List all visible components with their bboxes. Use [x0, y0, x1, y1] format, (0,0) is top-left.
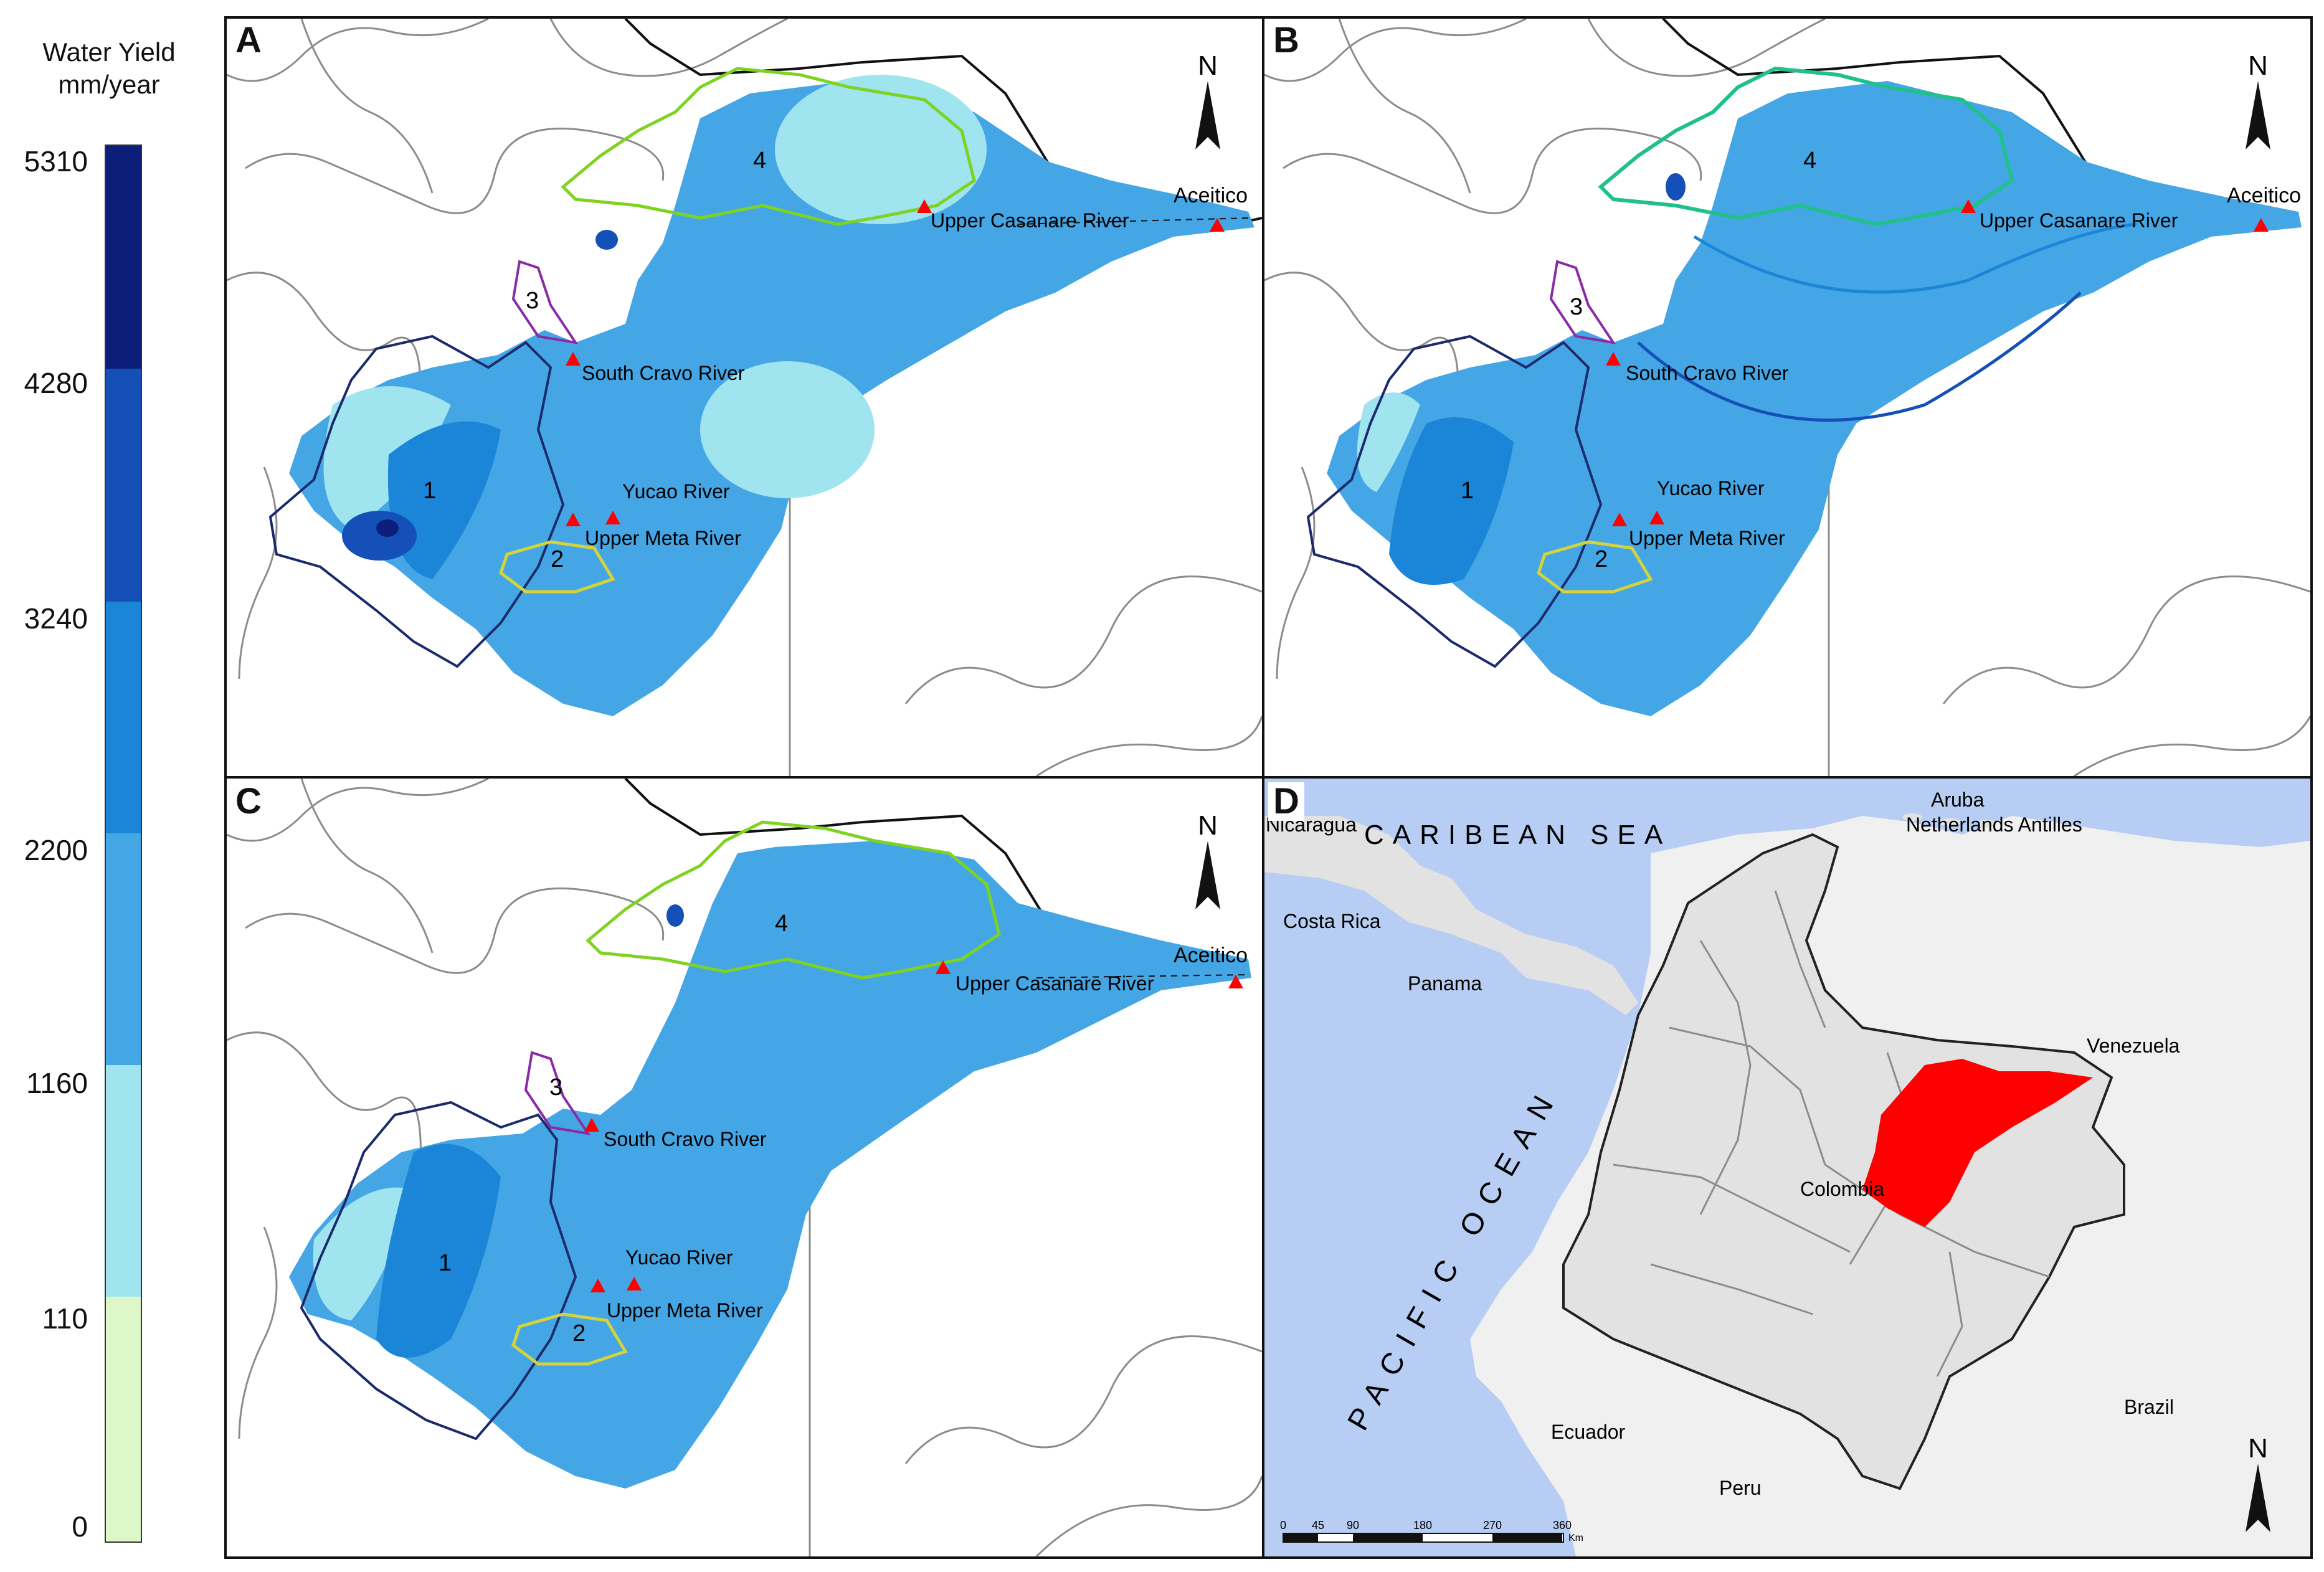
scale-tick-label: 360: [1553, 1519, 1572, 1532]
station-label-aceitico: Aceitico: [1174, 944, 1248, 967]
scale-tick-label: 270: [1483, 1519, 1502, 1532]
country-label-aruba: Aruba: [1931, 788, 1985, 811]
panel-letter-a: A: [230, 21, 267, 60]
scale-tick-label: 0: [1280, 1519, 1286, 1532]
basin-label-2: 2: [551, 546, 564, 572]
station-label-yucao: Yucao River: [1657, 477, 1765, 500]
legend-tick-label: 4280: [24, 367, 88, 399]
station-label-upper-meta: Upper Meta River: [585, 527, 741, 549]
basin-label-4: 4: [775, 911, 788, 937]
panel-letter-d: D: [1268, 782, 1304, 821]
map-panel-a: N Aceitico Upper Casanare River South Cr…: [227, 19, 1262, 776]
basin-label-1: 1: [439, 1250, 452, 1276]
sea-label-caribbean: CARIBEAN SEA: [1364, 820, 1671, 850]
station-label-south-cravo: South Cravo River: [1626, 362, 1789, 384]
panel-letter-b: B: [1268, 21, 1304, 60]
color-bar-segment: [106, 833, 141, 1065]
country-label-ecuador: Ecuador: [1551, 1421, 1626, 1443]
map-panel-b: N Aceitico Upper Casanare River South Cr…: [1264, 19, 2310, 776]
north-label: N: [2248, 1433, 2268, 1464]
basin-label-4: 4: [753, 148, 766, 174]
station-label-upper-meta: Upper Meta River: [607, 1299, 763, 1322]
station-label-south-cravo: South Cravo River: [582, 362, 745, 384]
basin-label-2: 2: [572, 1320, 586, 1347]
legend-tick-label: 5310: [24, 145, 88, 178]
basin-label-1: 1: [423, 478, 436, 504]
legend-tick-label: 110: [42, 1302, 88, 1335]
basin-label-3: 3: [549, 1074, 562, 1101]
color-bar-segment: [106, 602, 141, 833]
legend-title-line2: mm/year: [58, 70, 160, 99]
legend-tick-label: 2200: [24, 834, 88, 866]
scale-tick-label: 45: [1312, 1519, 1324, 1532]
north-label: N: [1198, 810, 1218, 841]
color-bar-segment: [106, 1297, 141, 1541]
basin-label-4: 4: [1803, 148, 1816, 174]
country-label-peru: Peru: [1719, 1477, 1762, 1499]
station-label-yucao: Yucao River: [622, 480, 730, 503]
panel-divider-vertical: [1262, 16, 1264, 1559]
station-label-upper-meta: Upper Meta River: [1629, 527, 1785, 549]
scale-unit-label: Km: [1568, 1533, 1583, 1543]
legend-title: Water Yield mm/year: [6, 36, 212, 101]
station-label-yucao: Yucao River: [625, 1246, 733, 1269]
country-label-venezuela: Venezuela: [2087, 1035, 2180, 1057]
legend-tick-label: 3240: [24, 602, 88, 635]
color-bar-segment: [106, 369, 141, 602]
scale-bar: 0 45 90 180 270 360 Km: [1280, 1519, 1583, 1543]
legend-tick-label: 0: [72, 1510, 88, 1543]
north-label: N: [1198, 50, 1218, 81]
station-label-upper-casanare: Upper Casanare River: [931, 209, 1129, 232]
panel-letter-c: C: [230, 782, 267, 821]
country-label-costa-rica: Costa Rica: [1283, 910, 1381, 932]
country-label-netherlands-antilles: Netherlands Antilles: [1906, 813, 2082, 836]
color-bar: [105, 144, 142, 1543]
country-label-panama: Panama: [1408, 972, 1482, 995]
station-label-aceitico: Aceitico: [1174, 184, 1248, 207]
legend-title-line1: Water Yield: [42, 37, 176, 67]
station-label-upper-casanare: Upper Casanare River: [956, 972, 1154, 995]
map-panel-d: CARIBEAN SEA PACIFIC OCEAN Nicaragua Cos…: [1264, 779, 2310, 1556]
country-label-colombia: Colombia: [1800, 1178, 1884, 1200]
color-bar-segment: [106, 1065, 141, 1297]
country-label-brazil: Brazil: [2124, 1396, 2174, 1418]
station-label-aceitico: Aceitico: [2227, 184, 2301, 207]
scale-tick-label: 180: [1413, 1519, 1432, 1532]
color-bar-segment: [106, 146, 141, 369]
panel-divider-horizontal: [224, 776, 2313, 779]
legend-tick-label: 1160: [26, 1067, 88, 1099]
basin-label-3: 3: [526, 288, 539, 314]
north-label: N: [2248, 50, 2268, 81]
basin-label-2: 2: [1595, 546, 1608, 572]
basin-label-1: 1: [1461, 478, 1474, 504]
station-label-upper-casanare: Upper Casanare River: [1980, 209, 2178, 232]
scale-tick-label: 90: [1347, 1519, 1359, 1532]
station-label-south-cravo: South Cravo River: [604, 1128, 767, 1150]
basin-label-3: 3: [1570, 294, 1583, 320]
map-panel-c: N Aceitico Upper Casanare River South Cr…: [227, 779, 1262, 1556]
